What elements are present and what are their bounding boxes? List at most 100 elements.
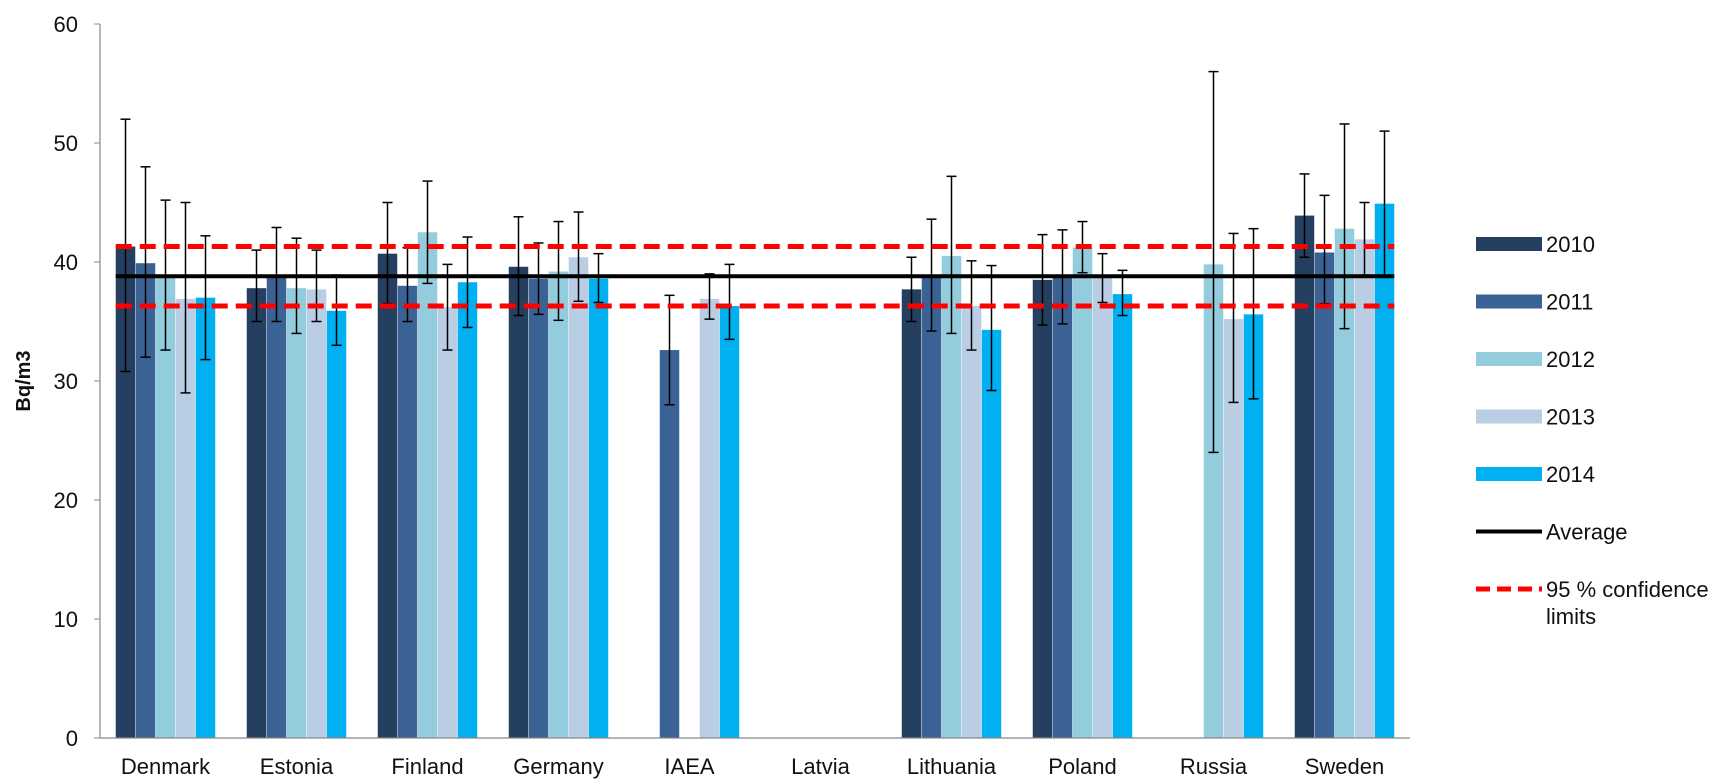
error-bar-lithuania-2014	[986, 264, 997, 392]
legend-label: 95 % confidence limits	[1546, 577, 1709, 629]
bar-denmark-2013	[175, 298, 196, 738]
error-bar-finland-2013	[442, 263, 453, 351]
legend-item-average: Average	[1476, 520, 1628, 545]
error-bar-russia-2014	[1248, 227, 1259, 400]
error-bar-sweden-2010	[1299, 173, 1310, 258]
bar-finland-2012	[417, 232, 438, 738]
error-bar-poland-2010	[1037, 233, 1048, 326]
bar-denmark-2011	[135, 263, 156, 738]
category-labels: Denmark Estonia Finland Germany IAEA Latvia Li…	[121, 754, 1384, 779]
legend-label: 2011	[1546, 290, 1593, 315]
legend-item-2014: 2014	[1476, 462, 1595, 487]
error-bar-estonia-2012	[291, 237, 302, 335]
legend-label: 2014	[1546, 462, 1595, 487]
legend-label: Average	[1546, 520, 1628, 545]
error-bar-iaea-2013	[704, 273, 715, 320]
bar-finland-2011	[397, 285, 418, 738]
bar-denmark-2014	[195, 297, 216, 738]
bar-germany-2012	[548, 271, 569, 738]
y-tick-label: 20	[54, 488, 78, 513]
bar-poland-2013	[1092, 277, 1113, 738]
error-bar-estonia-2013	[311, 249, 322, 323]
bar-estonia-2014	[326, 310, 347, 738]
bar-lithuania-2010	[901, 289, 922, 738]
bar-iaea-2013	[699, 298, 720, 738]
error-bar-russia-2012	[1208, 70, 1219, 454]
error-bars	[120, 70, 1390, 454]
legend-label: 2010	[1546, 232, 1595, 257]
bar-sweden-2014	[1374, 203, 1395, 738]
error-bar-russia-2013	[1228, 232, 1239, 404]
bars	[115, 203, 1395, 739]
axes	[99, 24, 1410, 739]
y-tick-label: 30	[54, 369, 78, 394]
y-tick-label: 60	[54, 12, 78, 37]
bar-sweden-2010	[1294, 215, 1315, 739]
x-category-label: Sweden	[1305, 754, 1385, 779]
error-bar-germany-2010	[513, 216, 524, 317]
bar-iaea-2011	[659, 350, 680, 738]
bar-russia-2013	[1223, 319, 1244, 738]
legend-swatch	[1476, 409, 1542, 424]
error-bar-estonia-2010	[251, 249, 262, 323]
legend-item-2012: 2012	[1476, 347, 1595, 372]
legend-label: 2012	[1546, 347, 1595, 372]
bar-russia-2012	[1203, 264, 1224, 738]
x-category-label: Lithuania	[907, 754, 997, 779]
x-category-label: IAEA	[664, 754, 714, 779]
bar-lithuania-2014	[981, 329, 1002, 738]
bar-lithuania-2011	[921, 276, 942, 738]
bar-germany-2013	[568, 257, 589, 738]
bar-estonia-2012	[286, 288, 307, 738]
legend-item-2010: 2010	[1476, 232, 1595, 257]
legend-swatch	[1476, 294, 1542, 309]
error-bar-germany-2011	[533, 242, 544, 316]
legend-label: 2013	[1546, 405, 1595, 430]
y-tick-label: 0	[66, 726, 78, 751]
error-bar-sweden-2012	[1339, 123, 1350, 330]
bar-iaea-2014	[719, 306, 740, 738]
x-category-label: Russia	[1180, 754, 1248, 779]
x-category-label: Poland	[1048, 754, 1117, 779]
y-tick-label: 40	[54, 250, 78, 275]
bar-germany-2014	[588, 278, 609, 738]
bar-finland-2014	[457, 282, 478, 738]
error-bar-finland-2012	[422, 180, 433, 285]
legend-swatch	[1476, 467, 1542, 481]
error-bar-denmark-2011	[140, 166, 151, 358]
x-category-label: Finland	[391, 754, 463, 779]
y-ticks: 0 10 20 30 40 50 60	[54, 12, 100, 751]
error-bar-germany-2013	[573, 211, 584, 303]
y-tick-label: 10	[54, 607, 78, 632]
bar-poland-2012	[1072, 247, 1093, 738]
bar-germany-2010	[508, 266, 529, 738]
x-category-label: Estonia	[260, 754, 334, 779]
bar-finland-2013	[437, 307, 458, 738]
error-bar-finland-2014	[462, 236, 473, 329]
legend-swatch	[1476, 352, 1542, 366]
legend-item-2013: 2013	[1476, 405, 1595, 430]
error-bar-denmark-2014	[200, 235, 211, 361]
bar-poland-2011	[1052, 277, 1073, 738]
bar-sweden-2012	[1334, 228, 1355, 738]
error-bar-lithuania-2012	[946, 175, 957, 335]
y-axis-title-group: Bq/m3	[13, 350, 35, 411]
bar-denmark-2010	[115, 246, 136, 738]
bar-sweden-2013	[1354, 239, 1375, 738]
bar-estonia-2013	[306, 289, 327, 738]
bar-russia-2014	[1243, 314, 1264, 738]
bar-poland-2014	[1112, 294, 1133, 738]
x-category-label: Latvia	[791, 754, 850, 779]
bar-estonia-2010	[246, 288, 267, 738]
bar-sweden-2011	[1314, 252, 1335, 739]
y-axis-title: Bq/m3	[13, 350, 35, 411]
legend-swatch	[1476, 237, 1542, 251]
error-bar-denmark-2013	[180, 201, 191, 394]
bar-denmark-2012	[155, 275, 176, 738]
legend-item-confidence-limits: 95 % confidence limits	[1476, 577, 1709, 629]
x-category-label: Germany	[513, 754, 603, 779]
error-bar-iaea-2011	[664, 294, 675, 406]
legend-item-2011: 2011	[1476, 290, 1593, 315]
x-category-label: Denmark	[121, 754, 211, 779]
